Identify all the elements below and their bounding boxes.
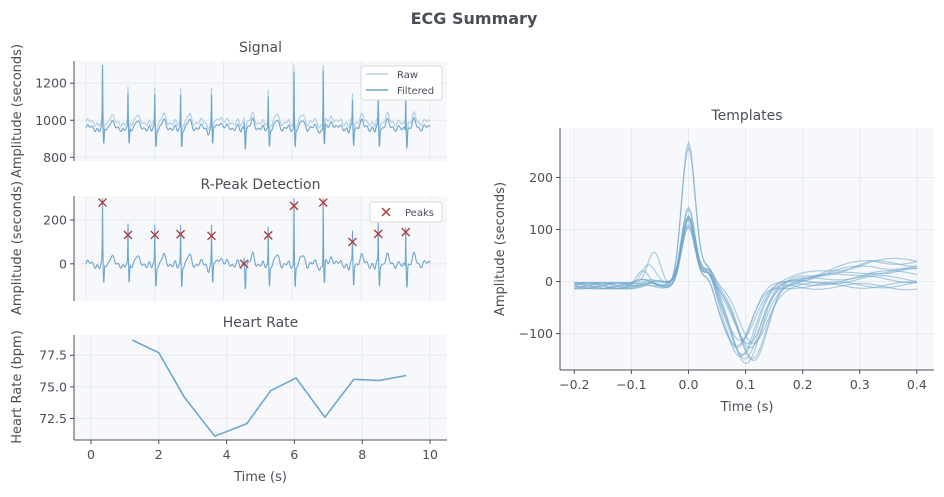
signal-y-label: Amplitude (seconds)	[10, 44, 25, 178]
x-tick-label: 0.0	[679, 377, 699, 392]
templates-y-ticks: −100 0 100 200	[519, 170, 560, 341]
rpeak-y-label: Amplitude (seconds)	[10, 181, 25, 315]
y-tick-label: 800	[43, 150, 67, 165]
y-tick-label: 0	[59, 256, 67, 271]
x-tick-label: 0	[87, 447, 95, 462]
templates-panel: −100 0 100 200 −0.2 −0.1 0.0 0.1 0.2 0.3 0.4 Temp…	[493, 108, 934, 415]
heart-rate-x-label: Time (s)	[233, 470, 287, 485]
rpeak-legend: Peaks	[370, 202, 442, 222]
x-tick-label: 2	[155, 447, 163, 462]
figure-title: ECG Summary	[411, 9, 538, 28]
heart-rate-x-ticks: 0 2 4 6 8 10	[87, 440, 438, 462]
heart-rate-y-label: Heart Rate (bpm)	[10, 330, 25, 444]
y-tick-label: 200	[43, 213, 67, 228]
heart-rate-y-ticks: 72.5 75.0 77.5	[39, 348, 74, 426]
rpeak-y-ticks: 0 200	[43, 213, 74, 272]
x-tick-label: −0.1	[616, 377, 646, 392]
x-tick-label: 0.1	[736, 377, 756, 392]
x-tick-label: 0.2	[793, 377, 813, 392]
x-tick-label: 6	[290, 447, 298, 462]
signal-title: Signal	[239, 40, 282, 56]
signal-legend: Raw Filtered	[361, 66, 442, 100]
x-tick-label: 0.3	[850, 377, 870, 392]
y-tick-label: 100	[529, 222, 553, 237]
x-tick-label: 4	[223, 447, 231, 462]
y-tick-label: 75.0	[39, 379, 67, 394]
templates-x-ticks: −0.2 −0.1 0.0 0.1 0.2 0.3 0.4	[559, 370, 927, 392]
y-tick-label: 1000	[35, 113, 67, 128]
x-tick-label: 8	[358, 447, 366, 462]
legend-raw-label: Raw	[397, 70, 418, 81]
legend-peaks-label: Peaks	[405, 208, 434, 219]
signal-y-ticks: 800 1000 1200	[35, 76, 74, 165]
heart-rate-panel: 72.5 75.0 77.5 0 2 4 6 8 10 Heart Rate Heart Ra…	[10, 315, 447, 485]
y-tick-label: 77.5	[39, 348, 67, 363]
signal-panel: 800 1000 1200 Signal Amplitude (seconds) R…	[10, 40, 447, 178]
rpeak-panel: 0 200 R-Peak Detection Amplitude (seconds…	[10, 177, 447, 315]
templates-title: Templates	[710, 108, 782, 124]
y-tick-label: 0	[545, 274, 553, 289]
y-tick-label: −100	[519, 326, 553, 341]
heart-rate-plot-background	[74, 335, 447, 440]
templates-y-label: Amplitude (seconds)	[493, 182, 508, 316]
y-tick-label: 1200	[35, 76, 67, 91]
x-tick-label: 10	[422, 447, 438, 462]
heart-rate-title: Heart Rate	[223, 315, 299, 331]
rpeak-title: R-Peak Detection	[201, 177, 321, 193]
x-tick-label: 0.4	[907, 377, 927, 392]
templates-x-label: Time (s)	[720, 400, 774, 415]
y-tick-label: 72.5	[39, 411, 67, 426]
legend-filtered-label: Filtered	[397, 86, 434, 97]
y-tick-label: 200	[529, 170, 553, 185]
x-tick-label: −0.2	[559, 377, 589, 392]
